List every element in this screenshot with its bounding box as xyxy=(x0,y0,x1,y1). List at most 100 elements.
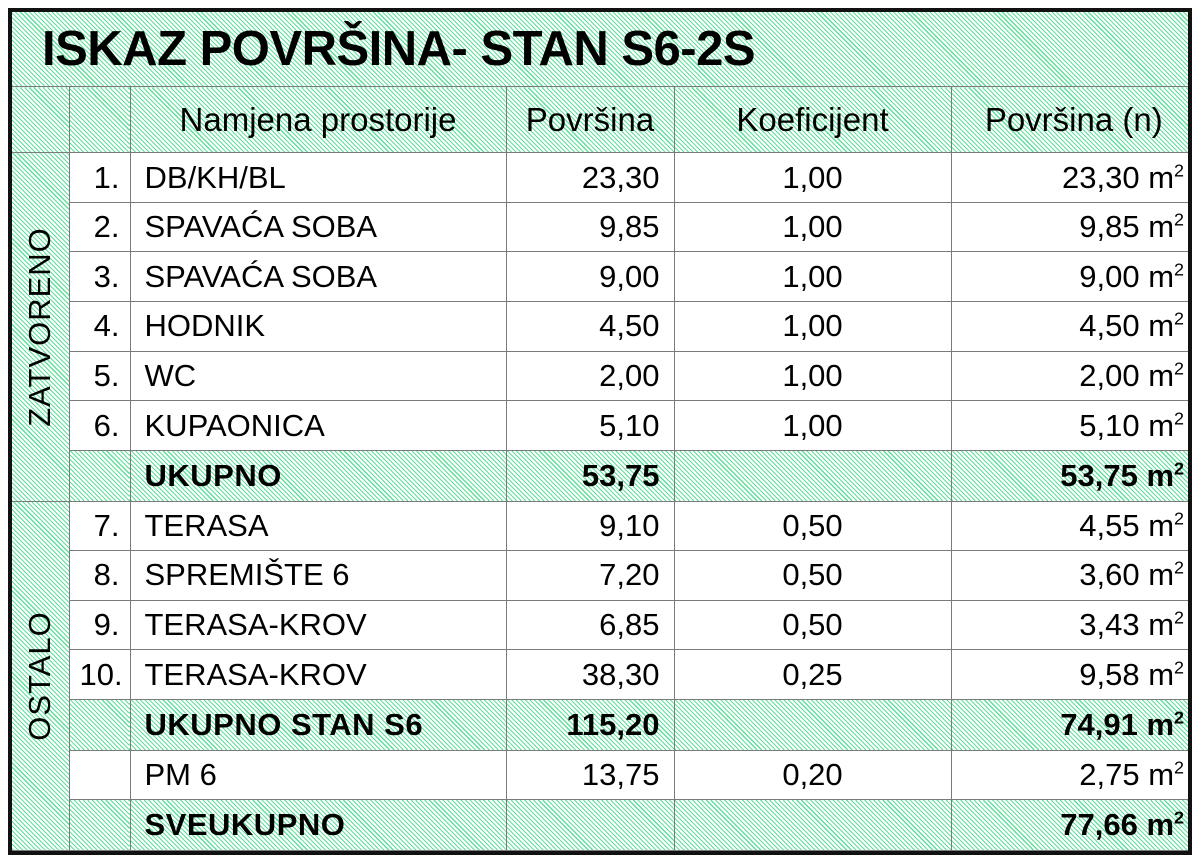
row-coefficient: 1,00 xyxy=(673,251,952,303)
row-index: 4. xyxy=(68,301,131,352)
header-area: Površina xyxy=(505,86,675,154)
row-area: 13,75 xyxy=(505,749,675,801)
group-label-zatvoreno: ZATVORENO xyxy=(12,152,70,502)
row-coefficient: 0,50 xyxy=(673,599,952,651)
title-row: ISKAZ POVRŠINA- STAN S6-2S xyxy=(12,12,1188,88)
header-area-net: Površina (n) xyxy=(950,86,1188,154)
table-row: 2. SPAVAĆA SOBA 9,85 1,00 9,85 m2 xyxy=(12,201,1188,253)
page-title: ISKAZ POVRŠINA- STAN S6-2S xyxy=(12,12,1188,88)
row-room-name: KUPAONICA xyxy=(129,400,507,451)
header-group-spacer xyxy=(12,86,70,154)
row-index: 2. xyxy=(68,201,131,253)
row-room-name: TERASA xyxy=(129,500,507,552)
row-room-name: UKUPNO xyxy=(129,449,507,502)
table-frame: DUX REAL ESTATE ISKAZ POVRŠINA- STAN S6-… xyxy=(8,8,1192,855)
row-coefficient: 0,50 xyxy=(673,500,952,552)
square-exponent: 2 xyxy=(1174,757,1185,778)
table-row: 5. WC 2,00 1,00 2,00 m2 xyxy=(12,350,1188,402)
row-coefficient: 0,50 xyxy=(673,550,952,601)
row-coefficient: 1,00 xyxy=(673,400,952,451)
row-coefficient: 1,00 xyxy=(673,301,952,352)
group-label-ostalo: OSTALO xyxy=(12,500,70,851)
row-room-name: DB/KH/BL xyxy=(129,152,507,203)
row-area-net: 3,60 m2 xyxy=(950,550,1188,601)
row-area-net: 53,75 m2 xyxy=(950,449,1188,502)
area-schedule-table: ISKAZ POVRŠINA- STAN S6-2S Namjena prosto… xyxy=(12,12,1188,851)
row-area: 9,10 xyxy=(505,500,675,552)
row-coefficient xyxy=(673,449,952,502)
row-coefficient: 1,00 xyxy=(673,152,952,203)
table-row: 10. TERASA-KROV 38,30 0,25 9,58 m2 xyxy=(12,649,1188,700)
row-room-name: SPREMIŠTE 6 xyxy=(129,550,507,601)
square-exponent: 2 xyxy=(1174,807,1185,828)
group-label-text: OSTALO xyxy=(22,611,58,741)
row-area-net: 2,00 m2 xyxy=(950,350,1188,402)
square-exponent: 2 xyxy=(1174,707,1185,728)
table-row: PM 6 13,75 0,20 2,75 m2 xyxy=(12,749,1188,801)
row-index xyxy=(68,449,131,502)
header-index xyxy=(68,86,131,154)
square-exponent: 2 xyxy=(1174,160,1185,181)
row-area-net: 9,00 m2 xyxy=(950,251,1188,303)
row-area-net: 9,85 m2 xyxy=(950,201,1188,253)
row-area-net: 3,43 m2 xyxy=(950,599,1188,651)
row-area-net: 4,55 m2 xyxy=(950,500,1188,552)
row-room-name: SPAVAĆA SOBA xyxy=(129,251,507,303)
row-area: 9,00 xyxy=(505,251,675,303)
table-row: 9. TERASA-KROV 6,85 0,50 3,43 m2 xyxy=(12,599,1188,651)
header-name: Namjena prostorije xyxy=(129,86,507,154)
square-exponent: 2 xyxy=(1174,259,1185,280)
row-index: 6. xyxy=(68,400,131,451)
row-coefficient xyxy=(673,698,952,751)
row-area-net: 74,91 m2 xyxy=(950,698,1188,751)
group-label-text: ZATVORENO xyxy=(22,227,58,427)
row-coefficient: 0,25 xyxy=(673,649,952,700)
square-exponent: 2 xyxy=(1174,508,1185,529)
row-index xyxy=(68,749,131,801)
row-index xyxy=(68,698,131,751)
row-index: 10. xyxy=(68,649,131,700)
row-index xyxy=(68,799,131,851)
row-area: 38,30 xyxy=(505,649,675,700)
row-area: 5,10 xyxy=(505,400,675,451)
row-area: 4,50 xyxy=(505,301,675,352)
square-exponent: 2 xyxy=(1174,458,1185,479)
table-row: ZATVORENO 1. DB/KH/BL 23,30 1,00 23,30 m2 xyxy=(12,152,1188,502)
table-row: 6. KUPAONICA 5,10 1,00 5,10 m2 xyxy=(12,400,1188,451)
row-area-net: 4,50 m2 xyxy=(950,301,1188,352)
row-coefficient: 1,00 xyxy=(673,201,952,253)
row-area: 2,00 xyxy=(505,350,675,402)
square-exponent: 2 xyxy=(1174,657,1185,678)
row-room-name: PM 6 xyxy=(129,749,507,801)
table-row: 8. SPREMIŠTE 6 7,20 0,50 3,60 m2 xyxy=(12,550,1188,601)
square-exponent: 2 xyxy=(1174,309,1185,330)
table-row: 4. HODNIK 4,50 1,00 4,50 m2 xyxy=(12,301,1188,352)
row-area-net: 5,10 m2 xyxy=(950,400,1188,451)
square-exponent: 2 xyxy=(1174,607,1185,628)
row-area: 23,30 xyxy=(505,152,675,203)
row-room-name: SPAVAĆA SOBA xyxy=(129,201,507,253)
row-area-net: 9,58 m2 xyxy=(950,649,1188,700)
table-row: SVEUKUPNO 77,66 m2 xyxy=(12,799,1188,851)
row-room-name: TERASA-KROV xyxy=(129,649,507,700)
row-room-name: TERASA-KROV xyxy=(129,599,507,651)
square-exponent: 2 xyxy=(1174,209,1185,230)
row-index: 1. xyxy=(68,152,131,203)
row-coefficient: 1,00 xyxy=(673,350,952,402)
square-exponent: 2 xyxy=(1174,408,1185,429)
header-coefficient: Koeficijent xyxy=(673,86,952,154)
row-index: 5. xyxy=(68,350,131,402)
row-index: 7. xyxy=(68,500,131,552)
row-room-name: SVEUKUPNO xyxy=(129,799,507,851)
row-area-net: 2,75 m2 xyxy=(950,749,1188,801)
row-coefficient xyxy=(673,799,952,851)
row-index: 3. xyxy=(68,251,131,303)
table-row: UKUPNO 53,75 53,75 m2 xyxy=(12,449,1188,502)
square-exponent: 2 xyxy=(1174,358,1185,379)
row-room-name: HODNIK xyxy=(129,301,507,352)
row-area: 115,20 xyxy=(505,698,675,751)
row-index: 9. xyxy=(68,599,131,651)
table-row: UKUPNO STAN S6 115,20 74,91 m2 xyxy=(12,698,1188,751)
row-coefficient: 0,20 xyxy=(673,749,952,801)
